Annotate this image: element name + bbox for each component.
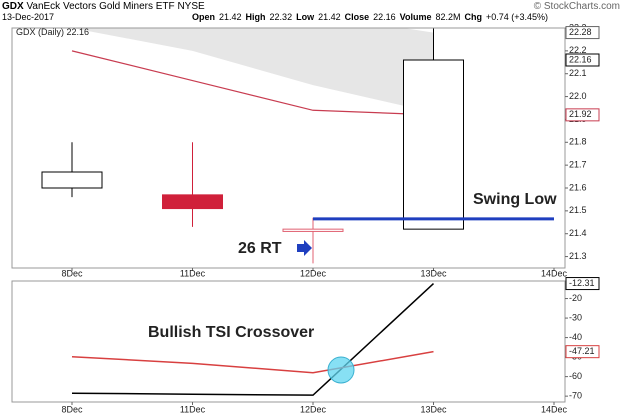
- y-tick-label: 21.3: [569, 251, 587, 261]
- quote-value: 21.42: [318, 12, 341, 22]
- axes: 21.321.421.521.621.721.821.922.022.122.2…: [61, 22, 600, 414]
- y-tick-label: 21.6: [569, 182, 587, 192]
- y-tick-label: 21.7: [569, 160, 587, 170]
- last-value-label: -12.31: [569, 278, 595, 288]
- header-line-2: 13-Dec-2017 Open 21.42 High 22.32 Low 21.42 Cl…: [2, 12, 620, 22]
- annotation: Swing Low: [473, 191, 557, 208]
- tsi-frame: [11, 280, 566, 403]
- last-value-label: 21.92: [569, 109, 592, 119]
- quote: Open 21.42 High 22.32 Low 21.42 Close 22.16 Volu…: [192, 12, 552, 22]
- price-plot: [41, 28, 554, 264]
- x-tick-label: 8Dec: [61, 268, 83, 278]
- security-name: VanEck Vectors Gold Miners ETF: [26, 1, 175, 12]
- quote-value: +0.74 (+3.45%): [486, 12, 549, 22]
- quote-label: Close: [344, 12, 370, 22]
- x-tick-label: 8Dec: [61, 404, 83, 414]
- x-tick-label: 14Dec: [541, 404, 568, 414]
- price-frame: [11, 27, 566, 269]
- x-tick-label: 13Dec: [420, 404, 447, 414]
- last-value-label: 22.28: [569, 27, 592, 37]
- last-value-label: -47.21: [569, 346, 595, 356]
- header-line-1: GDX VanEck Vectors Gold Miners ETF NYSE …: [2, 1, 620, 12]
- indicator-line: [71, 283, 435, 396]
- y-tick-label: 21.5: [569, 205, 587, 215]
- legend-value: 22.16: [67, 27, 90, 37]
- annotation-arrow: [297, 240, 312, 256]
- last-value-tag: [565, 345, 600, 359]
- quote-label: Open: [192, 12, 216, 22]
- y-tick-label: -20: [569, 293, 582, 303]
- last-value-tag: [565, 53, 600, 67]
- y-tick-label: 21.4: [569, 228, 587, 238]
- annotation: 26 RT: [238, 240, 282, 257]
- y-tick-label: 22.1: [569, 68, 587, 78]
- candle-body: [162, 194, 223, 210]
- y-tick-label: 22.0: [569, 91, 587, 101]
- candle-body: [282, 228, 344, 232]
- quote-value: 22.32: [269, 12, 293, 22]
- x-tick-label: 14Dec: [541, 268, 568, 278]
- y-tick-label: -60: [569, 371, 582, 381]
- source: © StockCharts.com: [533, 1, 620, 12]
- last-value-label: 22.16: [569, 54, 592, 64]
- tsi-plot: [71, 283, 435, 396]
- y-tick-label: 22.2: [569, 45, 587, 55]
- symbol: GDX: [2, 1, 24, 12]
- quote-label: High: [245, 12, 266, 22]
- y-tick-label: 21.8: [569, 137, 587, 147]
- x-tick-label: 11Dec: [180, 404, 206, 414]
- last-value-tag: [565, 277, 600, 291]
- last-value-tag: [565, 26, 600, 40]
- y-tick-label: -40: [569, 332, 582, 342]
- candle-body: [41, 171, 103, 189]
- x-tick-label: 12Dec: [300, 404, 327, 414]
- quote-value: 82.2M: [435, 12, 461, 22]
- legend: GDX (Daily) 22.16: [16, 27, 89, 37]
- indicator-line: [71, 350, 434, 374]
- annotation: Bullish TSI Crossover: [148, 324, 314, 341]
- legend-label: GDX (Daily): [16, 27, 64, 37]
- y-tick-label: -70: [569, 391, 582, 401]
- exchange: NYSE: [177, 1, 205, 12]
- x-tick-label: 12Dec: [300, 268, 327, 278]
- indicator-line: [71, 50, 434, 116]
- quote-label: Chg: [464, 12, 483, 22]
- date: 13-Dec-2017: [2, 12, 55, 22]
- quote-label: Volume: [399, 12, 432, 22]
- x-tick-label: 13Dec: [420, 268, 447, 278]
- x-tick-label: 11Dec: [180, 268, 206, 278]
- quote-value: 22.16: [373, 12, 396, 22]
- y-tick-label: -30: [569, 312, 582, 322]
- crossover-highlight: [327, 356, 355, 384]
- quote-value: 21.42: [219, 12, 242, 22]
- candle-body: [403, 59, 464, 230]
- shaded-band: [72, 28, 434, 113]
- quote-label: Low: [296, 12, 315, 22]
- last-value-tag: [565, 108, 600, 122]
